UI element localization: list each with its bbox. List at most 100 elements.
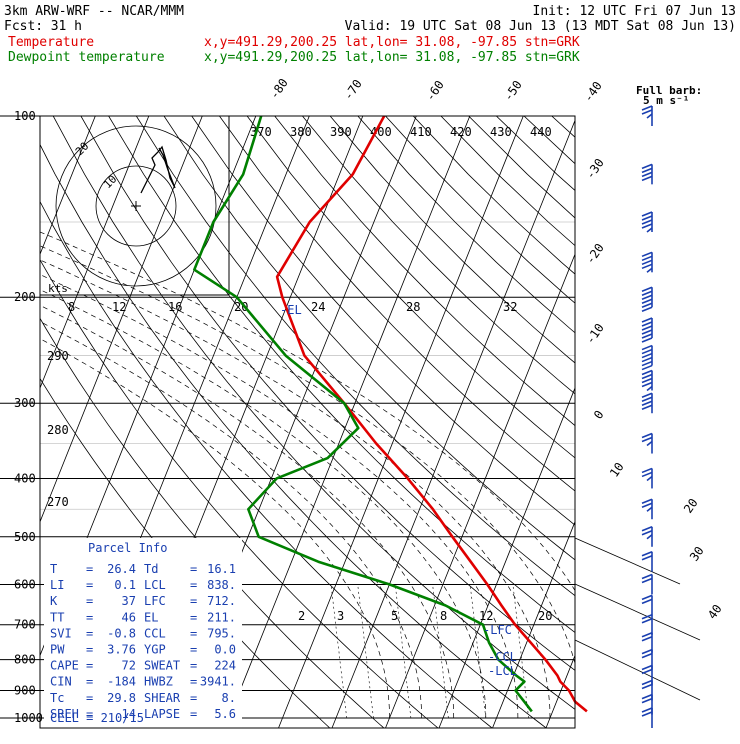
parcel-eq: = xyxy=(190,707,197,721)
parcel-eq: = xyxy=(190,594,197,608)
theta-label-410: 410 xyxy=(410,125,432,139)
dry-adiabat xyxy=(358,116,740,731)
mixing-label-upper-16: 16 xyxy=(168,300,182,314)
dry-adiabat xyxy=(192,116,740,731)
pressure-label-1000: 1000 xyxy=(14,711,43,725)
fcst-value: 31 h xyxy=(51,19,82,34)
parcel-key: PW xyxy=(50,643,65,657)
parcel-value: -184 xyxy=(107,675,136,689)
theta-label-370: 370 xyxy=(250,125,272,139)
temp-tick-label--30: -30 xyxy=(583,156,607,182)
mixing-label-upper-8: 8 xyxy=(68,300,75,314)
isotherm-extension-30 xyxy=(575,584,700,640)
hodograph: 20 10 kts xyxy=(40,116,229,295)
parcel-key: SVI xyxy=(50,626,72,640)
wind-barb xyxy=(642,212,652,232)
parcel-key: SHEAR xyxy=(144,691,181,705)
parcel-value: 712. xyxy=(207,594,236,608)
parcel-value: 8. xyxy=(222,691,236,705)
mixing-label-lower-2: 2 xyxy=(298,609,305,623)
temp-tick-label--10: -10 xyxy=(583,321,607,347)
lcl-annotation: -LCL xyxy=(488,664,517,678)
parcel-key: YGP xyxy=(144,643,166,657)
isotherm xyxy=(707,76,740,728)
temp-tick-label-20: 20 xyxy=(681,496,701,516)
mixing-label-lower-8: 8 xyxy=(440,609,447,623)
mixing-label-upper-24: 24 xyxy=(311,300,325,314)
parcel-eq: = xyxy=(190,659,197,673)
dry-adiabat xyxy=(441,116,740,731)
init-time: Init: 12 UTC Fri 07 Jun 13 xyxy=(533,4,737,19)
dry-adiabat xyxy=(524,116,740,731)
parcel-key: LAPSE xyxy=(144,707,180,721)
pressure-label-300: 300 xyxy=(14,396,36,410)
mixing-label-lower-20: 20 xyxy=(538,609,552,623)
pressure-label-800: 800 xyxy=(14,653,36,667)
barb-caption-line2: 5 m s⁻¹ xyxy=(643,94,689,107)
mixing-ratio-12 xyxy=(470,584,486,718)
dry-adiabat xyxy=(164,116,740,731)
isotherm xyxy=(439,76,700,728)
dry-adiabat-label-280: 280 xyxy=(47,423,69,437)
temp-tick-label-0: 0 xyxy=(591,408,607,422)
legend-temperature-label: Temperature xyxy=(8,35,94,50)
parcel-key: K xyxy=(50,594,58,608)
parcel-value: 5.6 xyxy=(214,707,236,721)
parcel-value: 3941. xyxy=(200,675,236,689)
pressure-label-600: 600 xyxy=(14,577,36,591)
mixing-ratio-3 xyxy=(358,584,374,718)
wind-barbs xyxy=(642,106,652,728)
parcel-eq: = xyxy=(190,610,197,624)
hodo-ring-label-10: 10 xyxy=(101,173,120,192)
temp-tick-label--40: -40 xyxy=(581,79,605,105)
dry-adiabat-label-270: 270 xyxy=(47,495,69,509)
pressure-label-200: 200 xyxy=(14,290,36,304)
dry-adiabat xyxy=(469,116,740,731)
temp-tick-label--60: -60 xyxy=(423,78,447,104)
isotherm xyxy=(225,76,486,728)
legend-dewpoint-meta: x,y=491.29,200.25 lat,lon= 31.08, -97.85… xyxy=(204,50,580,65)
pressure-label-500: 500 xyxy=(14,530,36,544)
theta-label-380: 380 xyxy=(290,125,312,139)
pressure-label-700: 700 xyxy=(14,618,36,632)
theta-label-440: 440 xyxy=(530,125,552,139)
model-title: 3km ARW-WRF -- NCAR/MMM xyxy=(4,4,184,19)
parcel-eq: = xyxy=(86,691,93,705)
parcel-key: CCL xyxy=(144,626,166,640)
temp-tick-label-40: 40 xyxy=(705,602,725,622)
fcst-label: Fcst: xyxy=(4,19,43,34)
mixing-label-upper-12: 12 xyxy=(112,300,126,314)
theta-label-390: 390 xyxy=(330,125,352,139)
parcel-key: EL xyxy=(144,610,158,624)
wind-barb xyxy=(642,318,652,342)
mixing-ratio-2 xyxy=(331,584,347,718)
parcel-value: 29.8 xyxy=(107,691,136,705)
legend-temperature-meta: x,y=491.29,200.25 lat,lon= 31.08, -97.85… xyxy=(204,35,580,50)
legend-dewpoint-label: Dewpoint temperature xyxy=(8,50,165,65)
dry-adiabat-label-290: 290 xyxy=(47,349,69,363)
wind-barb xyxy=(642,287,652,311)
parcel-info-title: Parcel Info xyxy=(88,541,167,555)
wind-barb xyxy=(642,499,652,519)
parcel-eq: = xyxy=(190,691,197,705)
el-annotation: -EL xyxy=(280,303,302,317)
parcel-value: 838. xyxy=(207,578,236,592)
temp-tick-label-10: 10 xyxy=(607,460,627,480)
mixing-label-lower-5: 5 xyxy=(391,609,398,623)
theta-label-430: 430 xyxy=(490,125,512,139)
wind-barb xyxy=(642,393,652,413)
parcel-eq: = xyxy=(190,578,197,592)
parcel-value: 211. xyxy=(207,610,236,624)
parcel-key: CAPE xyxy=(50,659,79,673)
parcel-eq: = xyxy=(86,594,93,608)
mixing-label-lower-12: 12 xyxy=(479,609,493,623)
wind-barb xyxy=(642,708,652,728)
wind-barb xyxy=(642,164,652,184)
temp-tick-label--50: -50 xyxy=(501,78,525,104)
valid-time: Valid: 19 UTC Sat 08 Jun 13 (13 MDT Sat … xyxy=(345,19,736,34)
parcel-key: LFC xyxy=(144,594,166,608)
theta-label-420: 420 xyxy=(450,125,472,139)
parcel-key: LI xyxy=(50,578,64,592)
